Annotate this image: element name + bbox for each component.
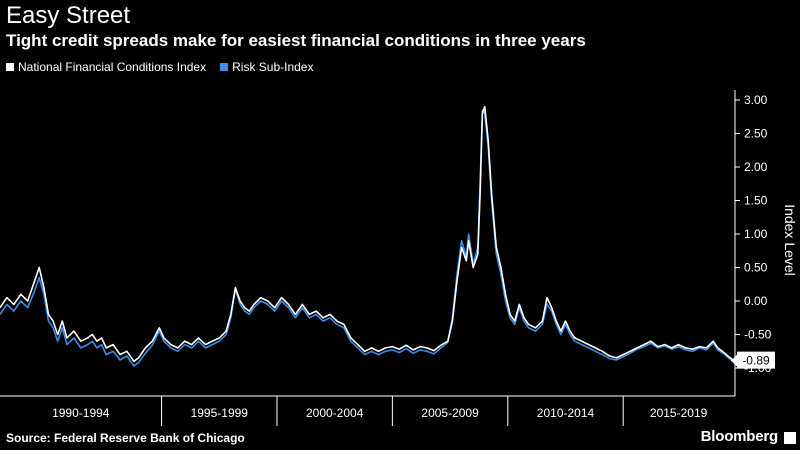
x-period-label: 2000-2004	[306, 406, 364, 420]
last-value-pointer	[731, 354, 737, 367]
y-tick-label: 1.00	[744, 227, 768, 241]
y-tick-label: 0.00	[744, 294, 768, 308]
x-period-label: 2015-2019	[650, 406, 708, 420]
legend-swatch-blue	[220, 63, 229, 71]
x-period-label: 1995-1999	[191, 406, 249, 420]
last-value-label: -0.89	[742, 354, 770, 368]
x-period-label: 2010-2014	[537, 406, 595, 420]
y-tick-label: 2.50	[744, 127, 768, 141]
x-period-label: 2005-2009	[421, 406, 479, 420]
y-tick-label: 3.00	[744, 93, 768, 107]
y-tick-label: -0.50	[744, 328, 772, 342]
chart-title: Easy Street	[6, 2, 131, 29]
y-axis-label: Index Level	[782, 204, 798, 276]
series-line-risk	[0, 109, 735, 367]
last-value-box	[737, 351, 775, 369]
legend-swatch-white	[6, 63, 14, 71]
legend-item-risk: Risk Sub-Index	[220, 60, 313, 74]
legend-label-nfci: National Financial Conditions Index	[18, 60, 207, 74]
legend-label-risk: Risk Sub-Index	[232, 60, 314, 74]
chart-subtitle: Tight credit spreads make for easiest fi…	[6, 31, 586, 50]
y-tick-label: 0.50	[744, 261, 768, 275]
source-note: Source: Federal Reserve Bank of Chicago	[6, 431, 245, 445]
legend-item-nfci: National Financial Conditions Index	[6, 60, 206, 74]
series-line-nfci	[0, 105, 735, 363]
brand-logo: Bloomberg	[700, 428, 779, 445]
brand-mark-icon	[784, 432, 796, 444]
x-period-label: 1990-1994	[52, 406, 110, 420]
legend: National Financial Conditions Index Risk…	[6, 60, 313, 74]
y-tick-label: 1.50	[744, 194, 768, 208]
y-tick-label: 2.00	[744, 160, 768, 174]
